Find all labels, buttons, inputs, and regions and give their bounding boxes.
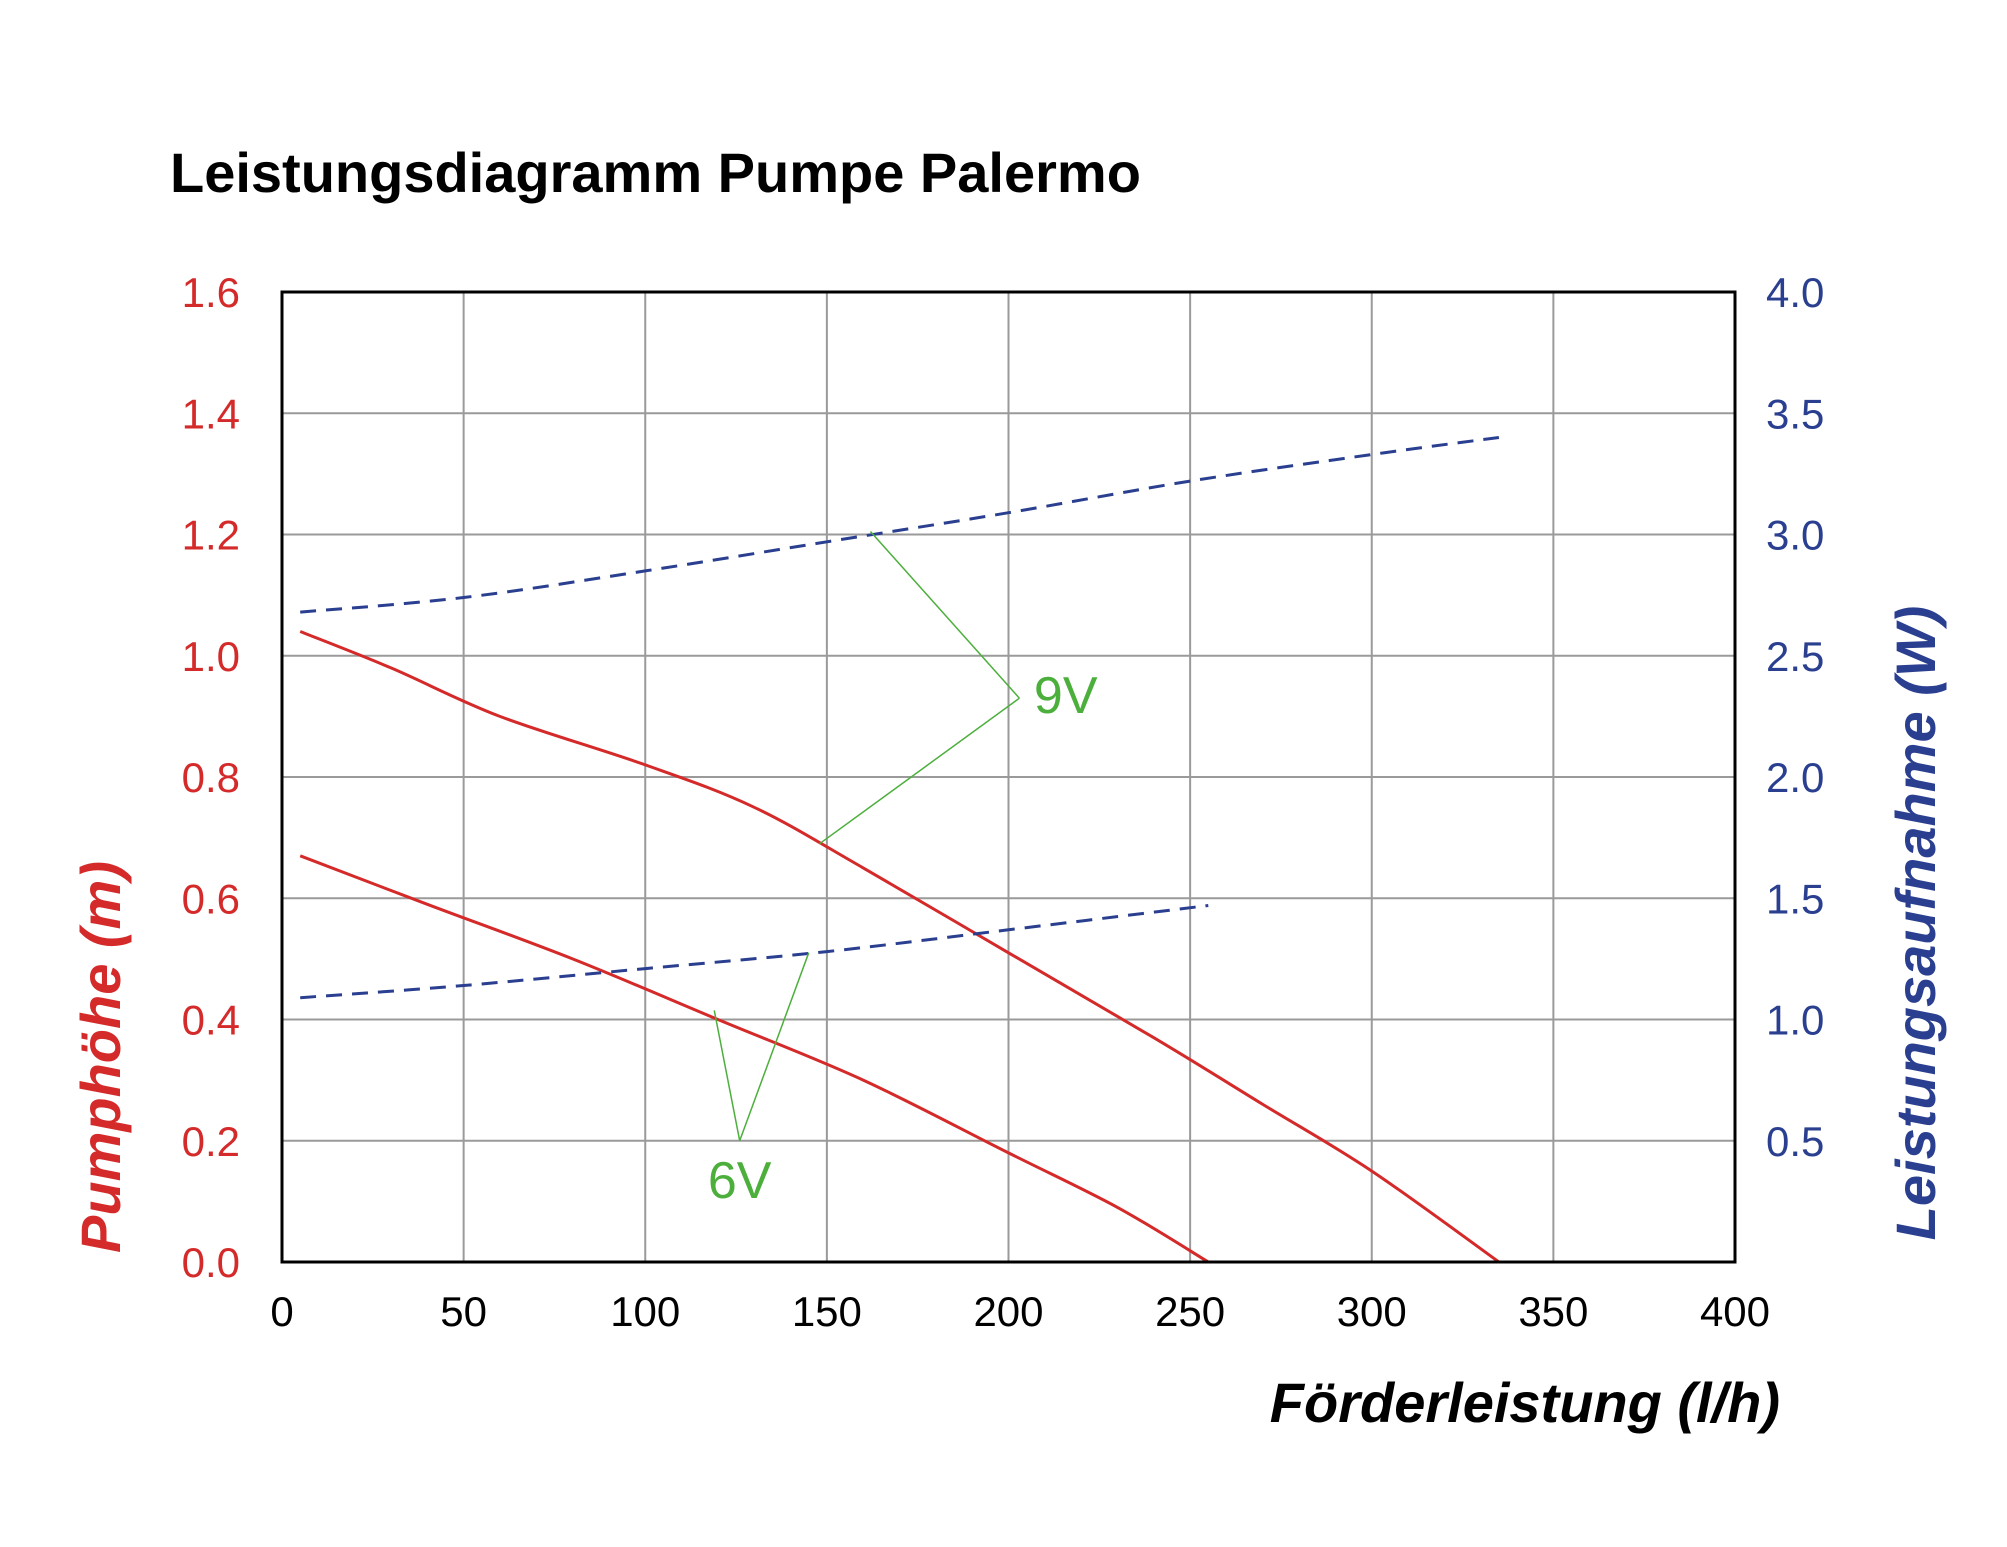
annotation-group: 9V 6V <box>708 530 1098 1210</box>
y-left-tick-label: 1.4 <box>182 390 240 437</box>
y-left-axis-label: Pumphöhe (m) <box>69 861 132 1253</box>
annotation-label-6v: 6V <box>708 1152 772 1210</box>
annotation-leader-line <box>713 1010 741 1141</box>
y-right-tick-label: 2.0 <box>1766 754 1824 801</box>
plot-frame <box>280 290 1737 1264</box>
y-left-tick-label: 1.0 <box>182 633 240 680</box>
y-left-tick-label: 0.2 <box>182 1118 240 1165</box>
y-right-tick-label: 0.5 <box>1766 1118 1824 1165</box>
x-tick-label: 150 <box>792 1288 862 1335</box>
annotation-leader-line <box>869 530 1020 699</box>
y-right-tick-label: 4.0 <box>1766 269 1824 316</box>
head-series-line-2 <box>299 854 1210 1264</box>
y-right-tick-label: 3.0 <box>1766 512 1824 559</box>
y-right-tick-label: 1.0 <box>1766 997 1824 1044</box>
x-tick-label: 0 <box>270 1288 293 1335</box>
y-left-tick-label: 1.6 <box>182 269 240 316</box>
x-tick-label: 250 <box>1155 1288 1225 1335</box>
y-right-tick-labels: 0.5 1.0 1.5 2.0 2.5 3.0 3.5 4.0 <box>1766 269 1824 1165</box>
x-tick-label: 200 <box>973 1288 1043 1335</box>
y-right-tick-label: 2.5 <box>1766 633 1824 680</box>
y-right-tick-label: 3.5 <box>1766 390 1824 437</box>
x-tick-labels: 0 50 100 150 200 250 300 350 400 <box>270 1288 1770 1335</box>
y-left-tick-label: 1.2 <box>182 512 240 559</box>
y-left-tick-label: 0.0 <box>182 1239 240 1286</box>
annotation-leader-line <box>738 952 810 1142</box>
y-left-tick-label: 0.8 <box>182 754 240 801</box>
y-left-tick-label: 0.4 <box>182 997 240 1044</box>
series-group <box>299 436 1500 1264</box>
y-left-tick-label: 0.6 <box>182 875 240 922</box>
annotation-label-9v: 9V <box>1034 667 1098 725</box>
x-axis-label: Förderleistung (l/h) <box>1270 1371 1780 1434</box>
power-series-line-4 <box>300 904 1209 1000</box>
head-series-line-1 <box>299 630 1500 1264</box>
y-right-tick-label: 1.5 <box>1766 875 1824 922</box>
x-tick-label: 100 <box>610 1288 680 1335</box>
y-left-tick-labels: 0.0 0.2 0.4 0.6 0.8 1.0 1.2 1.4 1.6 <box>182 269 240 1286</box>
x-tick-label: 300 <box>1337 1288 1407 1335</box>
x-tick-label: 50 <box>440 1288 487 1335</box>
chart-title: Leistungsdiagramm Pumpe Palermo <box>170 141 1141 204</box>
annotation-leader-line <box>819 697 1020 845</box>
x-tick-label: 400 <box>1700 1288 1770 1335</box>
power-series-line-3 <box>300 436 1500 614</box>
x-tick-label: 350 <box>1518 1288 1588 1335</box>
y-right-axis-label: Leistungsaufnahme (W) <box>1884 606 1947 1241</box>
